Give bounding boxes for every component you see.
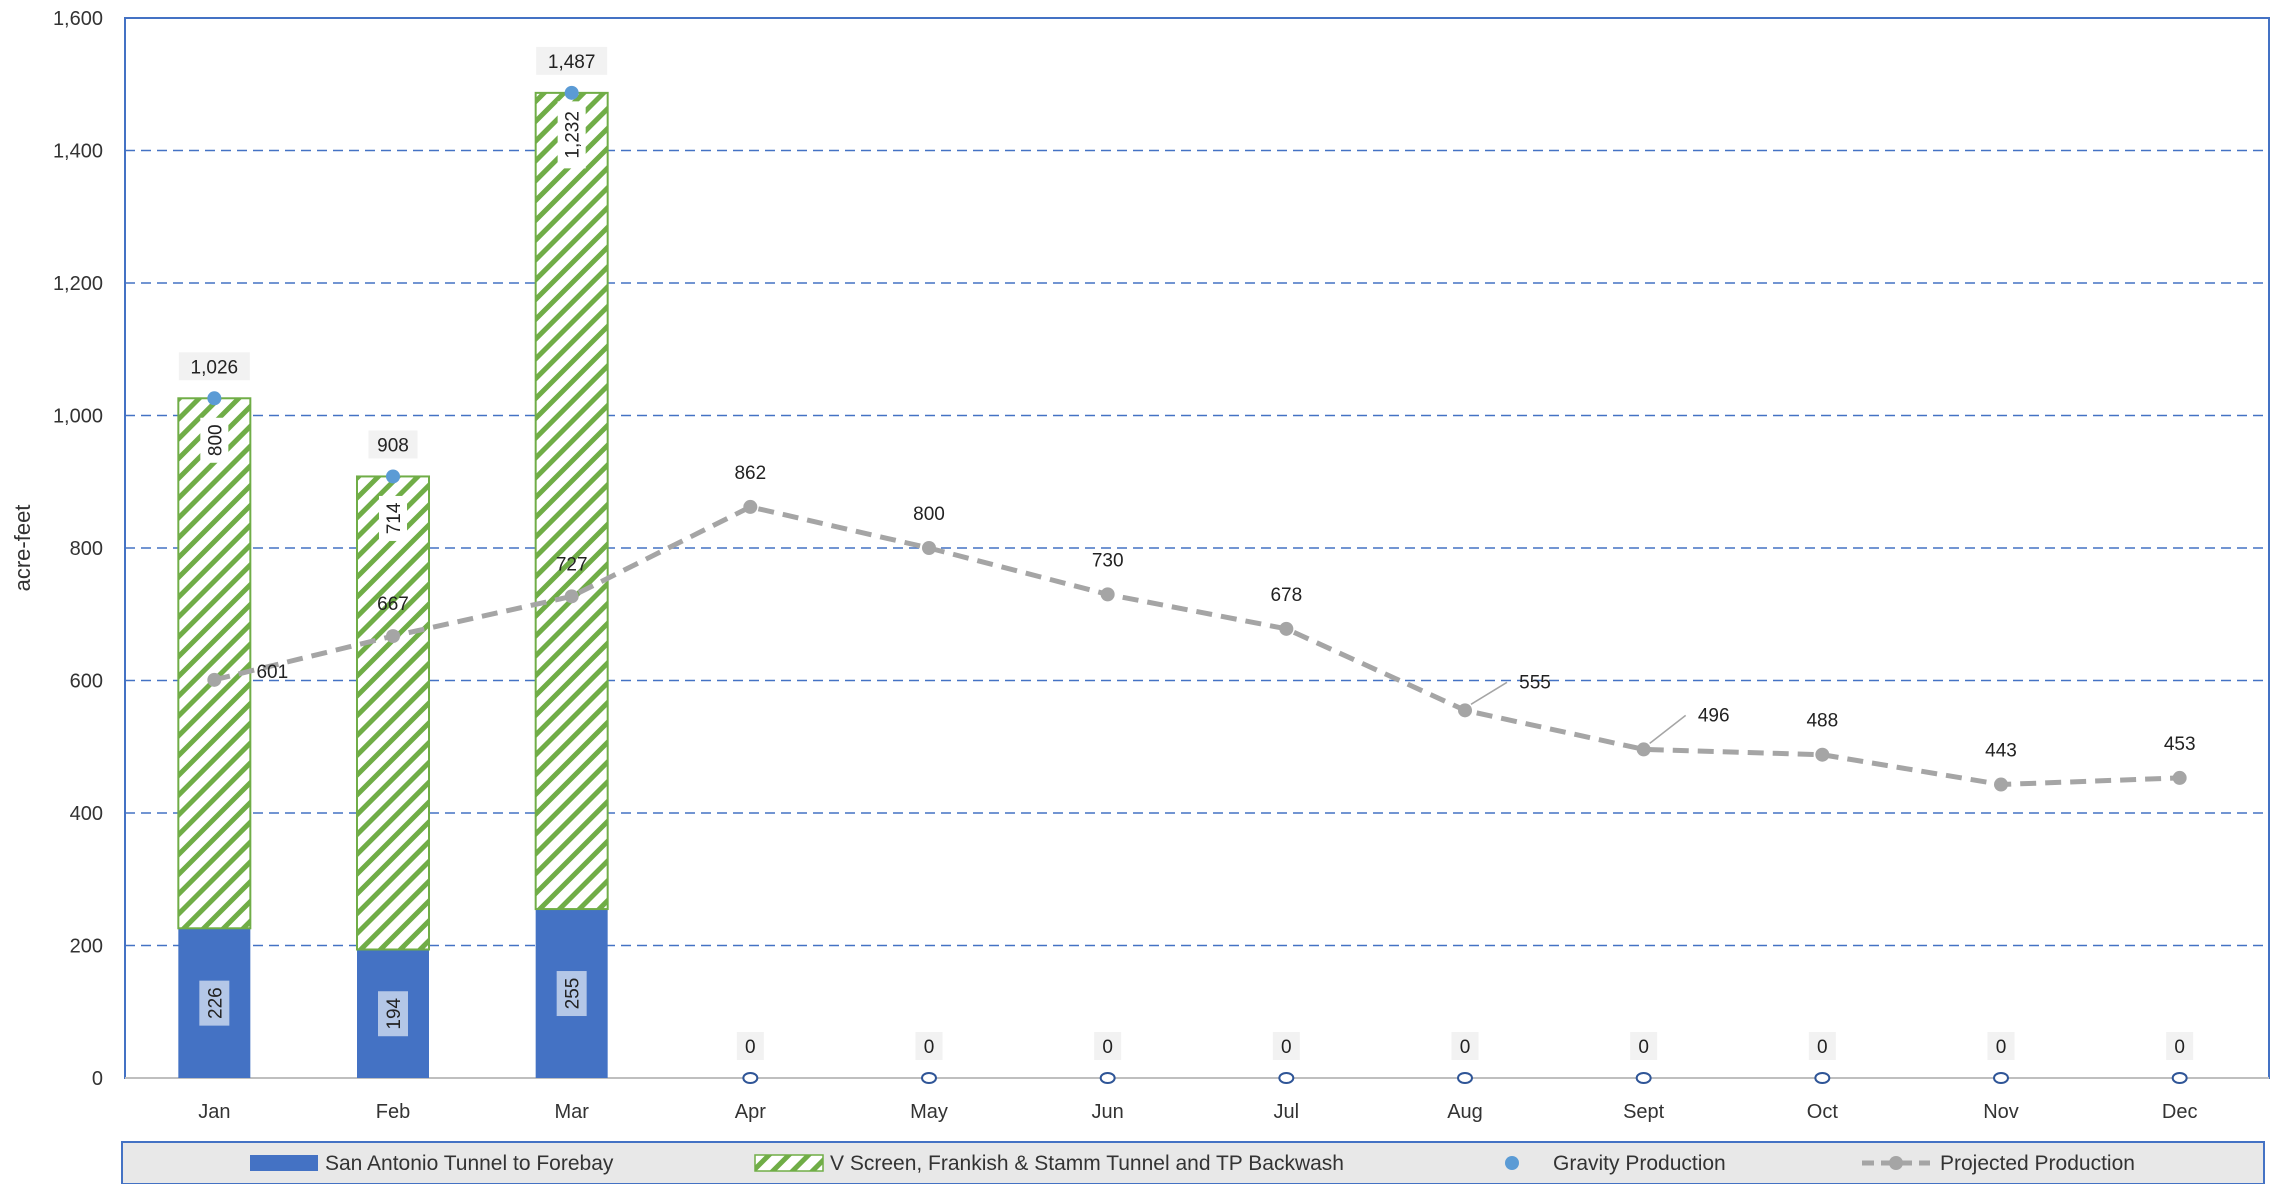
gravity-label: 0 [1996, 1037, 2007, 1058]
legend-label-projected: Projected Production [1940, 1152, 2135, 1175]
x-tick-label: Oct [1807, 1101, 1839, 1123]
projected-label: 555 [1519, 672, 1551, 693]
projected-label: 453 [2164, 734, 2196, 755]
y-tick-label: 400 [70, 803, 103, 825]
legend-swatch-san-antonio [250, 1155, 318, 1171]
projected-point [207, 673, 221, 687]
legend: San Antonio Tunnel to Forebay V Screen, F… [122, 1142, 2264, 1184]
projected-point [1815, 748, 1829, 762]
legend-label-gravity: Gravity Production [1553, 1152, 1726, 1175]
bar-v-screen [178, 398, 250, 928]
legend-swatch-gravity [1505, 1156, 1519, 1170]
projected-point [922, 541, 936, 555]
gravity-marker [1101, 1073, 1115, 1083]
bar-label-san-antonio: 255 [563, 978, 584, 1010]
projected-point [743, 500, 757, 514]
projected-point [565, 589, 579, 603]
bar-label-san-antonio: 226 [205, 987, 226, 1019]
bar-v-screen [357, 476, 429, 949]
projected-label: 800 [913, 504, 945, 525]
gravity-marker [2173, 1073, 2187, 1083]
y-tick-label: 1,000 [53, 406, 103, 428]
projected-point [1994, 778, 2008, 792]
legend-swatch-v-screen [755, 1155, 823, 1171]
y-tick-label: 1,600 [53, 8, 103, 30]
bar-label-v-screen: 800 [205, 424, 226, 456]
projected-point [1279, 622, 1293, 636]
projected-point [1637, 742, 1651, 756]
bar-label-v-screen-group: 714 [379, 496, 407, 541]
gravity-label: 1,026 [191, 357, 239, 378]
projected-point [1458, 703, 1472, 717]
gravity-marker [386, 469, 400, 483]
gravity-label: 0 [1638, 1037, 1649, 1058]
bar-label-san-antonio-group: 226 [199, 981, 229, 1026]
projected-label: 601 [256, 662, 288, 683]
gravity-marker [743, 1073, 757, 1083]
gravity-label: 0 [924, 1037, 935, 1058]
bar-label-v-screen-group: 800 [200, 418, 228, 463]
projected-point [2173, 771, 2187, 785]
y-tick-label: 0 [92, 1068, 103, 1090]
x-tick-label: Jul [1274, 1101, 1300, 1123]
x-tick-label: Dec [2162, 1101, 2198, 1123]
y-axis-title: acre-feet [10, 505, 35, 592]
gravity-marker [565, 86, 579, 100]
gravity-label: 0 [1281, 1037, 1292, 1058]
gravity-marker [1637, 1073, 1651, 1083]
x-tick-label: Feb [376, 1101, 410, 1123]
bar-label-v-screen: 714 [384, 502, 405, 534]
projected-point [386, 629, 400, 643]
x-tick-label: Jan [198, 1101, 230, 1123]
bar-label-v-screen-group: 1,232 [558, 101, 586, 168]
x-tick-label: May [910, 1101, 948, 1123]
gravity-marker [1994, 1073, 2008, 1083]
bar-label-san-antonio-group: 255 [557, 971, 587, 1016]
projected-label: 727 [556, 554, 588, 575]
x-tick-label: Apr [735, 1101, 766, 1123]
y-tick-label: 1,200 [53, 273, 103, 295]
bar-label-san-antonio-group: 194 [378, 991, 408, 1036]
y-tick-label: 800 [70, 538, 103, 560]
x-tick-label: Sept [1623, 1101, 1665, 1123]
gravity-label: 0 [1460, 1037, 1471, 1058]
y-tick-label: 1,400 [53, 141, 103, 163]
gravity-marker [1815, 1073, 1829, 1083]
projected-label: 862 [734, 463, 766, 484]
x-tick-label: Jun [1092, 1101, 1124, 1123]
bar-label-v-screen: 1,232 [563, 111, 584, 159]
x-tick-label: Nov [1983, 1101, 2019, 1123]
projected-point [1101, 587, 1115, 601]
x-tick-label: Mar [554, 1101, 589, 1123]
projected-label: 678 [1270, 585, 1302, 606]
gravity-label: 0 [2174, 1037, 2185, 1058]
gravity-marker [922, 1073, 936, 1083]
legend-swatch-projected-point [1889, 1156, 1903, 1170]
y-tick-label: 600 [70, 671, 103, 693]
projected-label: 667 [377, 594, 409, 615]
gravity-label: 908 [377, 435, 409, 456]
gravity-label: 0 [1102, 1037, 1113, 1058]
bar-label-san-antonio: 194 [384, 997, 405, 1029]
gravity-marker [1458, 1073, 1472, 1083]
projected-label: 443 [1985, 741, 2017, 762]
x-tick-label: Aug [1447, 1101, 1483, 1123]
legend-label-san-antonio: San Antonio Tunnel to Forebay [325, 1152, 614, 1175]
gravity-marker [207, 391, 221, 405]
y-tick-label: 200 [70, 936, 103, 958]
gravity-label: 0 [745, 1037, 756, 1058]
gravity-label: 0 [1817, 1037, 1828, 1058]
projected-label: 730 [1092, 550, 1124, 571]
projected-label: 496 [1698, 705, 1730, 726]
gravity-label: 1,487 [548, 52, 596, 73]
gravity-marker [1279, 1073, 1293, 1083]
legend-label-v-screen: V Screen, Frankish & Stamm Tunnel and TP… [830, 1152, 1344, 1175]
projected-label: 488 [1806, 711, 1838, 732]
bar-v-screen [536, 93, 608, 909]
